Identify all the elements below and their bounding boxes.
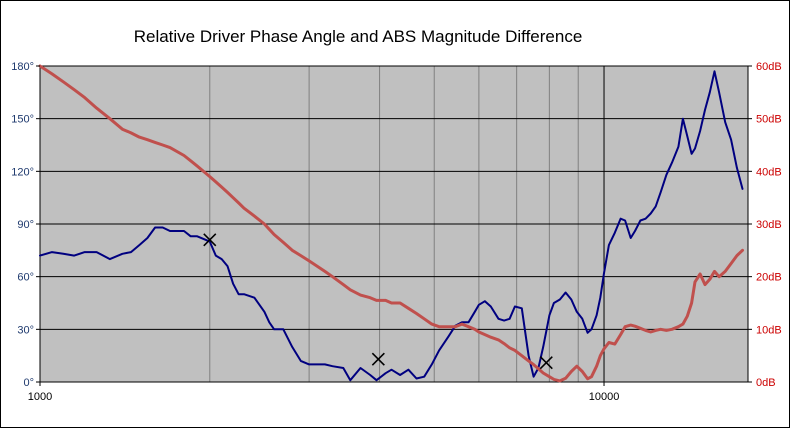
right-tick-label: 50dB [756,114,782,126]
x-tick-label: 10000 [589,391,620,403]
right-tick-label: 20dB [756,272,782,284]
marker-layer [203,233,553,370]
right-tick-label: 0dB [756,377,776,389]
chart-title: Relative Driver Phase Angle and ABS Magn… [134,27,583,46]
right-tick-label: 10dB [756,324,782,336]
series-layer [38,64,744,383]
left-tick-label: 180° [11,61,34,73]
y-grid [40,118,748,330]
left-tick-label: 150° [11,114,34,126]
right-tick-label: 60dB [756,61,782,73]
left-tick-label: 60° [17,272,34,284]
x-marker [539,356,553,370]
x-tick-label: 1000 [28,391,52,403]
phase-series-line [39,70,744,382]
right-axis-ticks: 0dB 10dB 20dB 30dB 40dB 50dB 60dB [748,61,782,389]
x-axis-ticks: 1000 10000 [28,382,620,403]
magnitude-series-line [38,64,744,383]
right-tick-label: 40dB [756,166,782,178]
x-marker [203,233,217,247]
left-tick-label: 0° [23,377,34,389]
left-tick-label: 120° [11,166,34,178]
right-tick-label: 30dB [756,219,782,231]
left-tick-label: 30° [17,324,34,336]
x-marker [371,352,385,366]
left-axis-ticks: 0° 30° 60° 90° 120° 150° 180° [11,61,40,389]
left-tick-label: 90° [17,219,34,231]
